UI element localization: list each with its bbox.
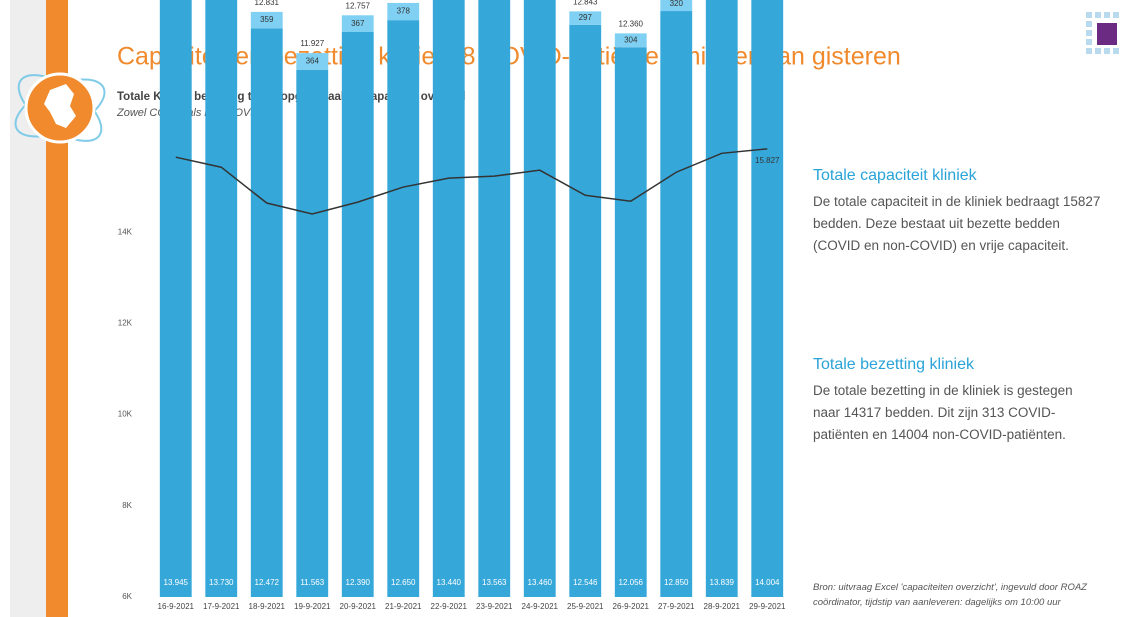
- bar-segment: [432, 0, 465, 598]
- value-label: 12.546: [573, 578, 598, 587]
- bar-segment: [250, 11, 283, 29]
- value-label: 12.650: [391, 578, 416, 587]
- panel-text: De totale capaciteit in de kliniek bedra…: [813, 194, 1101, 253]
- total-label: 12.360: [619, 19, 644, 28]
- bar-segment: [705, 0, 738, 598]
- value-label: 359: [260, 15, 274, 24]
- capacity-line: [175, 148, 768, 215]
- bar-segment: [478, 0, 511, 597]
- x-tick-label: 17-9-2021: [203, 602, 240, 611]
- x-tick-label: 21-9-2021: [385, 602, 422, 611]
- bar-segment: [159, 0, 192, 597]
- value-label: 13.440: [437, 578, 462, 587]
- y-tick-label: 10K: [118, 410, 133, 419]
- value-label: 11.563: [300, 578, 324, 587]
- panel-heading: Totale bezetting kliniek: [813, 356, 974, 373]
- corner-logo: [1086, 12, 1119, 54]
- bar-segment: [341, 15, 374, 33]
- value-label: 378: [397, 7, 411, 16]
- bar-segment: [387, 20, 420, 598]
- x-tick-label: 27-9-2021: [658, 602, 695, 611]
- x-tick-label: 29-9-2021: [749, 602, 786, 611]
- x-tick-label: 25-9-2021: [567, 602, 604, 611]
- line-label: 15.827: [755, 156, 780, 165]
- panel-heading: Totale capaciteit kliniek: [813, 167, 977, 184]
- x-tick-label: 19-9-2021: [294, 602, 331, 611]
- y-tick-label: 12K: [118, 319, 133, 328]
- value-label: 12.390: [346, 578, 371, 587]
- y-tick-label: 8K: [122, 501, 132, 510]
- value-label: 12.850: [664, 578, 689, 587]
- chart-title: Totale Kliniek bezetting t.o.v. (opgesch…: [117, 91, 465, 103]
- value-label: 13.563: [482, 578, 507, 587]
- x-tick-label: 23-9-2021: [476, 602, 513, 611]
- bar-segment: [250, 28, 283, 598]
- bar-segment: [296, 69, 329, 598]
- bar-segment: [569, 24, 602, 597]
- value-label: 367: [351, 19, 365, 28]
- value-label: 13.839: [710, 578, 735, 587]
- x-tick-label: 26-9-2021: [613, 602, 650, 611]
- bar-segment: [660, 0, 693, 12]
- bar-segment: [523, 0, 556, 598]
- total-label: 12.843: [573, 0, 598, 6]
- value-label: 13.730: [209, 578, 234, 587]
- bar-segment: [296, 53, 329, 70]
- panel: Totale bezetting kliniek De totale bezet…: [813, 356, 1103, 446]
- x-tick-label: 20-9-2021: [340, 602, 377, 611]
- bar-segment: [614, 33, 647, 48]
- bar-segment: [660, 11, 693, 598]
- value-label: 12.472: [255, 578, 280, 587]
- logo: [14, 72, 106, 144]
- orange-strip: [46, 0, 68, 617]
- x-tick-label: 28-9-2021: [704, 602, 741, 611]
- bar-segment: [341, 32, 374, 598]
- x-tick-label: 18-9-2021: [249, 602, 286, 611]
- bar-segment: [387, 2, 420, 21]
- y-tick-label: 6K: [122, 592, 132, 601]
- value-label: 297: [579, 13, 593, 22]
- value-label: 364: [306, 57, 320, 66]
- value-label: 320: [670, 0, 684, 8]
- total-label: 12.757: [346, 1, 371, 10]
- x-tick-label: 16-9-2021: [158, 602, 195, 611]
- bar-segment: [205, 0, 238, 598]
- value-label: 304: [624, 35, 638, 44]
- y-tick-label: 14K: [118, 227, 133, 236]
- x-tick-label: 24-9-2021: [522, 602, 559, 611]
- source-note: Bron: uitvraag Excel 'capaciteiten overz…: [813, 582, 1087, 608]
- total-label: 12.831: [255, 0, 280, 7]
- bar-segment: [751, 0, 784, 597]
- total-label: 11.927: [300, 39, 324, 48]
- value-label: 13.945: [164, 578, 189, 587]
- bar-segment: [569, 11, 602, 25]
- value-label: 13.460: [528, 578, 553, 587]
- value-label: 14.004: [755, 578, 780, 587]
- bar-segment: [614, 47, 647, 597]
- value-label: 12.056: [619, 578, 644, 587]
- x-tick-label: 22-9-2021: [431, 602, 468, 611]
- panel: Totale capaciteit kliniek De totale capa…: [813, 167, 1103, 257]
- panel-text: De totale bezetting in de kliniek is ges…: [813, 383, 1073, 442]
